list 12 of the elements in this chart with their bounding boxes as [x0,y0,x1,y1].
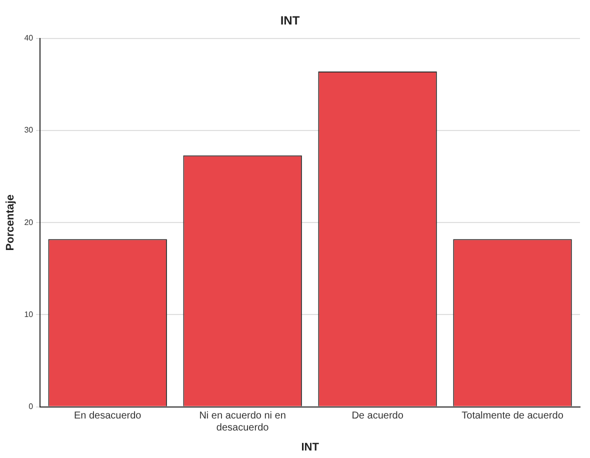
x-tick-label: Totalmente de acuerdo [462,410,564,422]
y-tick-label: 10 [24,310,34,319]
x-axis-title: INT [301,441,320,454]
y-tick-label: 0 [28,402,34,412]
chart-title: INT [280,14,300,28]
y-tick-label: 20 [24,218,34,227]
y-tick-label: 30 [24,126,34,135]
x-tick-label: En desacuerdo [74,410,142,422]
y-axis-title: Porcentaje [4,194,17,251]
x-tick-label: Ni en acuerdo ni en desacuerdo [199,410,286,434]
x-tick-label: De acuerdo [352,410,404,422]
y-tick-label: 40 [24,34,34,43]
